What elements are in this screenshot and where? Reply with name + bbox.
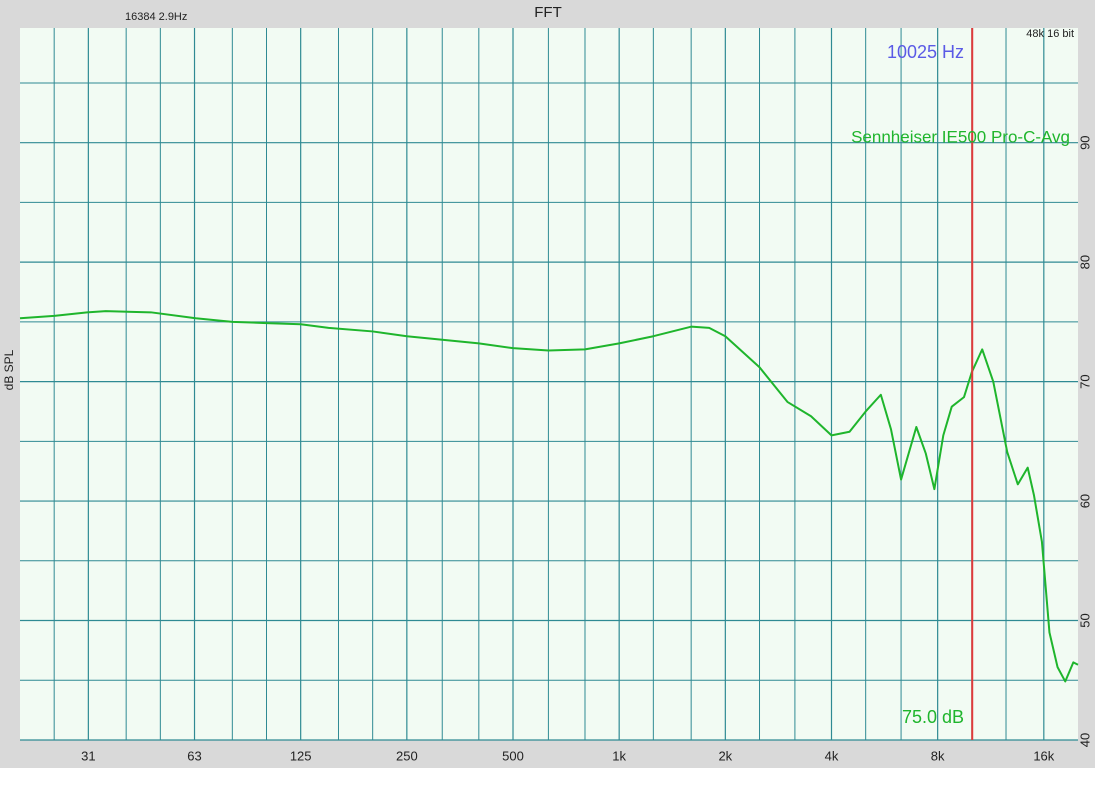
y-axis-label: dB SPL [2, 349, 16, 390]
y-tick-label: 90 [1077, 135, 1092, 149]
x-tick-label: 4k [825, 748, 839, 763]
x-tick-label: 16k [1033, 748, 1054, 763]
chart-title: FFT [534, 4, 562, 21]
x-tick-label: 63 [187, 748, 201, 763]
cursor-label: 10025 Hz [887, 42, 964, 62]
fft-info: 16384 2.9Hz [125, 11, 187, 23]
cursor-readout: 75.0 dB [902, 707, 964, 727]
y-tick-label: 50 [1077, 613, 1092, 627]
format-info: 48k 16 bit [1026, 28, 1074, 40]
x-tick-label: 1k [612, 748, 626, 763]
x-tick-label: 31 [81, 748, 95, 763]
x-tick-label: 250 [396, 748, 418, 763]
x-tick-label: 8k [931, 748, 945, 763]
x-tick-label: 125 [290, 748, 312, 763]
legend-entry: Sennheiser IE500 Pro-C-Avg [851, 127, 1070, 146]
y-tick-label: 80 [1077, 255, 1092, 269]
x-tick-label: 500 [502, 748, 524, 763]
series-line [19, 310, 1079, 683]
x-tick-label: 2k [718, 748, 732, 763]
y-tick-label: 60 [1077, 494, 1092, 508]
y-tick-label: 70 [1077, 374, 1092, 388]
plot-area [20, 28, 1078, 740]
y-tick-label: 40 [1077, 733, 1092, 747]
